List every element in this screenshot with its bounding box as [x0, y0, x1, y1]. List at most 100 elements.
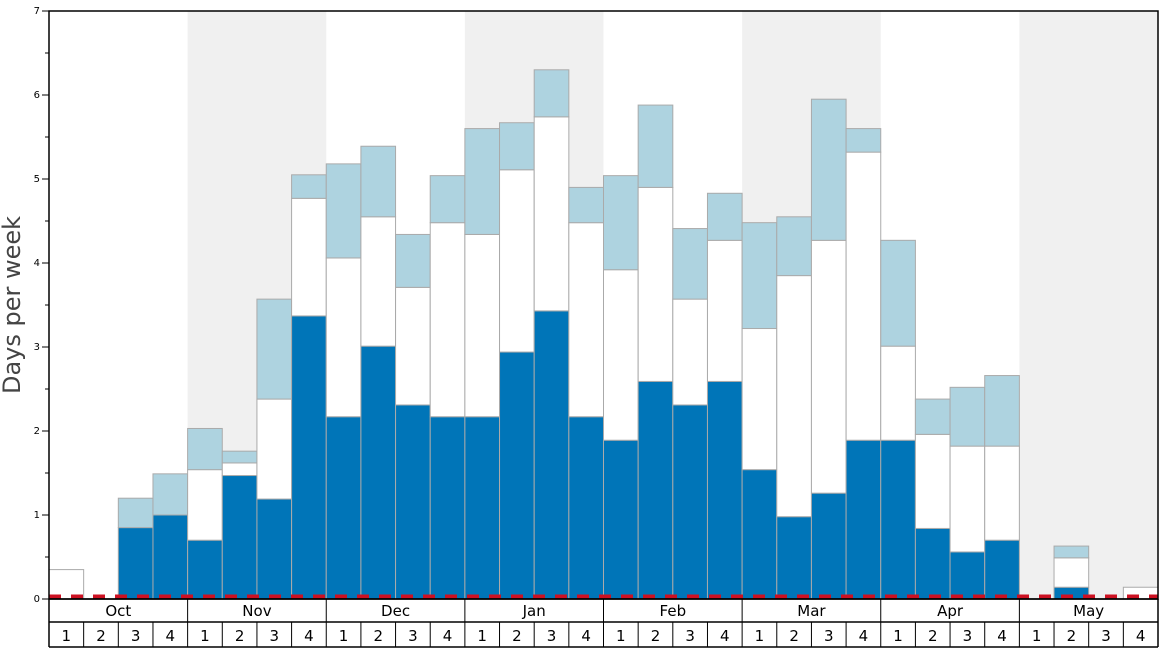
month-label: Jan: [522, 602, 546, 620]
week-label: 3: [824, 627, 834, 645]
bar-segment: [1053, 545, 1090, 559]
week-label: 1: [1032, 627, 1042, 645]
bar-segment: [499, 351, 535, 600]
y-axis: 0 1 2 3 4 5 6 7: [34, 6, 49, 605]
bar-segment: [810, 98, 847, 241]
bar-segment: [464, 128, 501, 235]
week-label: 1: [755, 627, 765, 645]
week-label: 2: [512, 627, 522, 645]
bar-segment: [810, 239, 847, 494]
week-label: 2: [373, 627, 383, 645]
bar-segment: [360, 216, 397, 347]
week-label: 4: [581, 627, 591, 645]
bar-segment: [845, 151, 882, 441]
bar-segment: [187, 539, 223, 600]
week-label: 3: [1101, 627, 1111, 645]
week-label: 4: [997, 627, 1007, 645]
month-label: Mar: [797, 602, 826, 620]
bar-segment: [914, 433, 951, 529]
bar-segment: [291, 197, 327, 317]
y-tick-label: 7: [34, 6, 40, 17]
bars: [48, 69, 1159, 600]
bar-segment: [706, 380, 743, 600]
bar-segment: [776, 516, 812, 600]
bar-segment: [360, 345, 397, 600]
bar-segment: [776, 216, 812, 277]
week-label: 4: [1136, 627, 1146, 645]
week-label: 1: [616, 627, 626, 645]
bar-segment: [152, 514, 189, 600]
bar-segment: [984, 375, 1020, 447]
bar-segment: [395, 404, 431, 600]
month-label: May: [1073, 602, 1104, 620]
bar-segment: [984, 539, 1020, 600]
bar-segment: [949, 551, 986, 600]
bar-segment: [914, 398, 951, 435]
y-tick-label: 0: [34, 594, 40, 605]
week-label: 3: [269, 627, 279, 645]
bar-segment: [464, 416, 501, 600]
y-tick-label: 5: [34, 174, 40, 185]
y-tick-label: 1: [34, 510, 40, 521]
bar-segment: [533, 69, 570, 118]
bar-segment: [880, 345, 916, 441]
week-label: 1: [200, 627, 210, 645]
y-tick-label: 2: [34, 426, 40, 437]
week-label: 1: [62, 627, 72, 645]
bar-segment: [360, 145, 397, 218]
bar-segment: [603, 175, 639, 271]
bar-segment: [1053, 557, 1090, 588]
bar-segment: [637, 104, 674, 188]
bar-segment: [741, 469, 778, 600]
week-label: 2: [789, 627, 799, 645]
bar-segment: [429, 222, 466, 418]
week-label: 2: [1067, 627, 1077, 645]
bar-segment: [880, 439, 916, 600]
bar-segment: [949, 386, 986, 447]
bar-segment: [672, 298, 708, 406]
bar-segment: [568, 186, 604, 224]
week-label: 4: [443, 627, 453, 645]
week-label: 3: [408, 627, 418, 645]
bar-segment: [880, 239, 916, 347]
bar-segment: [672, 404, 708, 600]
week-label: 2: [651, 627, 661, 645]
month-label: Apr: [937, 602, 964, 620]
bar-segment: [187, 427, 223, 471]
bar-segment: [499, 122, 535, 171]
bar-segment: [395, 233, 431, 288]
month-label: Dec: [381, 602, 410, 620]
week-label: 1: [893, 627, 903, 645]
bar-segment: [603, 269, 639, 441]
bar-segment: [256, 298, 293, 400]
week-label: 4: [166, 627, 176, 645]
bar-segment: [741, 222, 778, 330]
plot-frame: [48, 10, 1159, 600]
month-label: Nov: [242, 602, 271, 620]
bar-segment: [568, 416, 604, 600]
bar-segment: [810, 492, 847, 600]
bar-segment: [291, 315, 327, 600]
week-label: 3: [685, 627, 695, 645]
bar-segment: [395, 286, 431, 406]
month-label: Feb: [660, 602, 687, 620]
bar-segment: [949, 445, 986, 553]
month-band: [1019, 11, 1158, 599]
bar-segment: [637, 186, 674, 382]
week-label: 4: [859, 627, 869, 645]
bar-segment: [117, 497, 154, 529]
week-label: 2: [235, 627, 245, 645]
week-label: 2: [928, 627, 938, 645]
bar-segment: [533, 310, 570, 600]
bar-segment: [776, 275, 812, 518]
bar-segment: [325, 163, 362, 259]
week-label: 3: [131, 627, 141, 645]
week-label: 2: [96, 627, 106, 645]
y-tick-label: 3: [34, 342, 40, 353]
bar-segment: [429, 175, 466, 224]
bar-segment: [221, 450, 258, 464]
bar-segment: [499, 169, 535, 353]
x-axis: Oct Nov Dec Jan Feb Mar Apr May 1 2 3 4 1 2 3 4 1 2 3 4 1 2 3 4…: [48, 598, 1159, 648]
bar-segment: [117, 527, 154, 600]
